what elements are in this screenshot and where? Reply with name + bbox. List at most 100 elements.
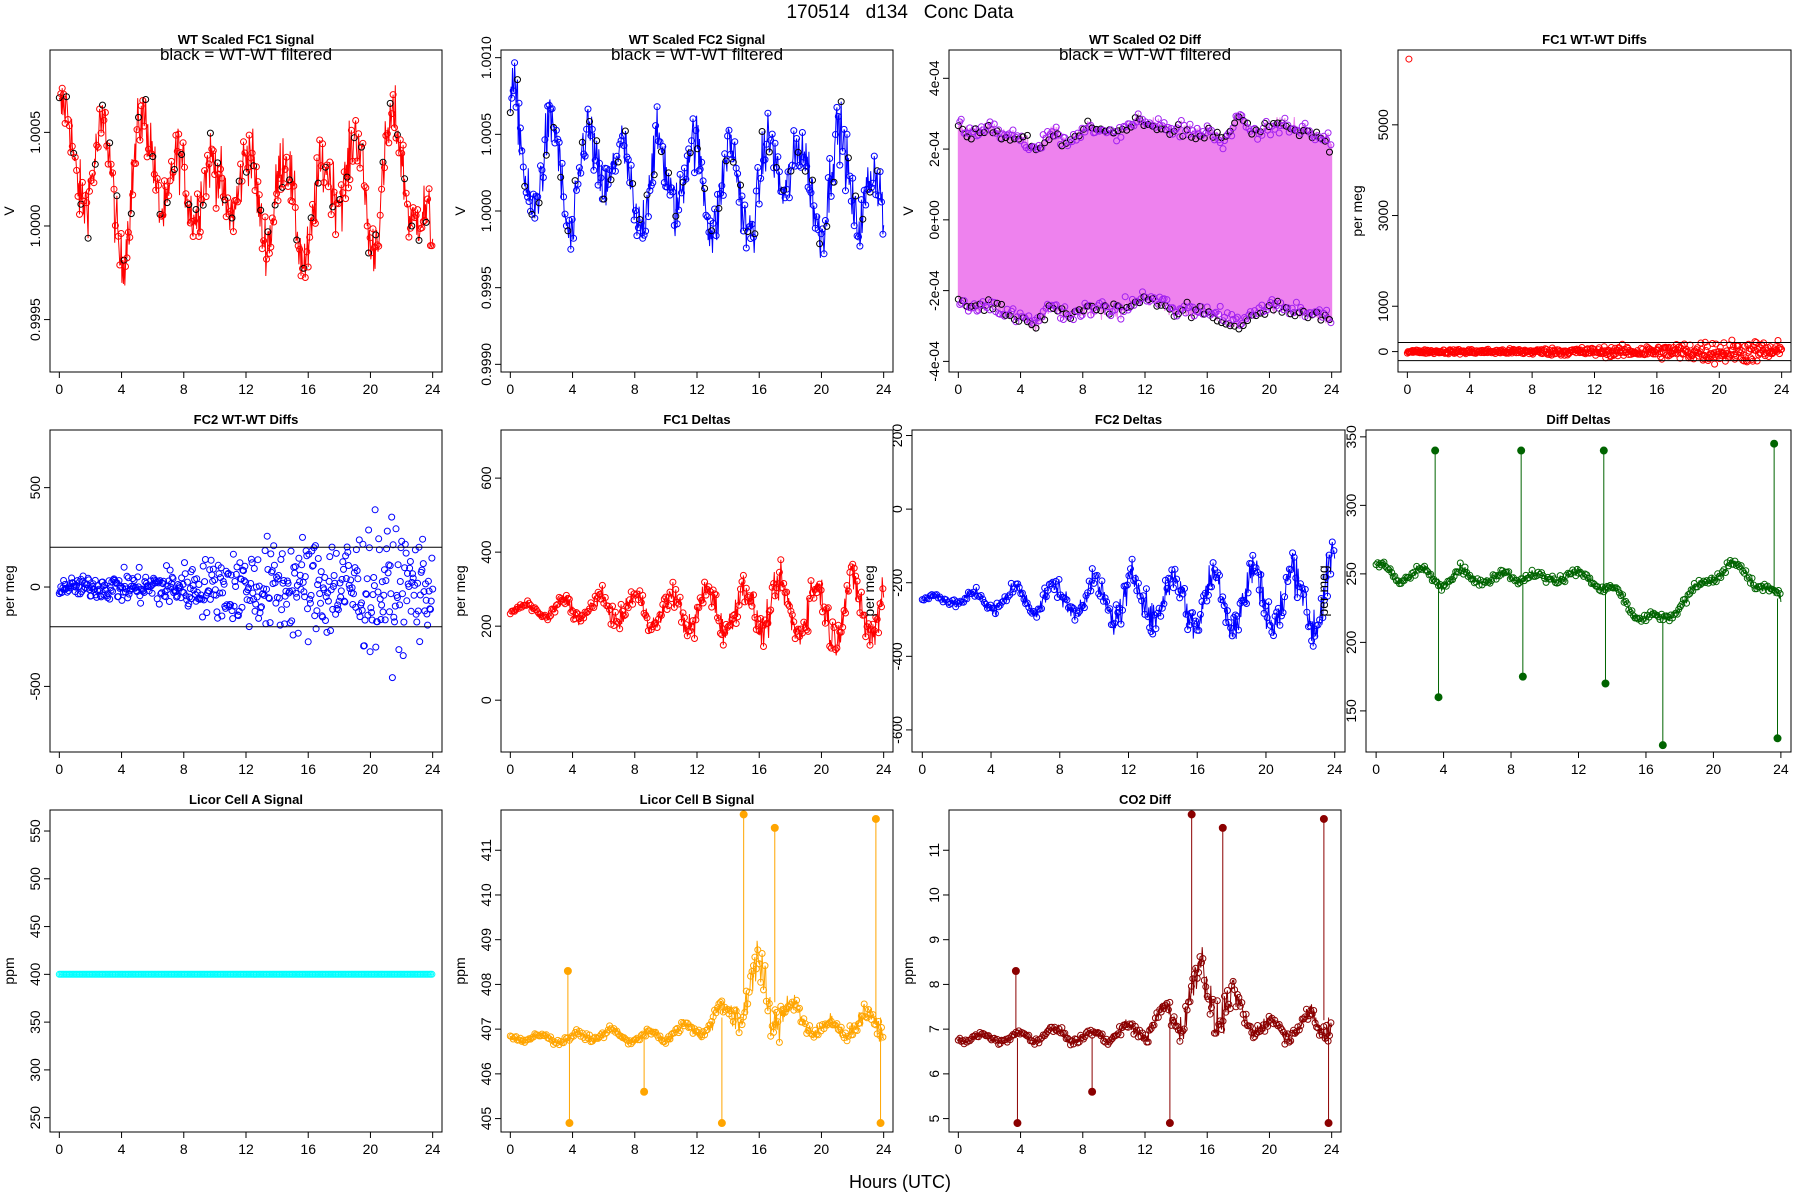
data-point <box>703 1026 711 1034</box>
data-point <box>1383 564 1391 572</box>
data-point <box>173 593 181 601</box>
data-point <box>715 204 723 212</box>
y-tick-label: 0.9995 <box>478 266 494 309</box>
data-point <box>375 242 383 250</box>
x-tick-label: 24 <box>876 1141 892 1157</box>
data-point <box>170 166 178 173</box>
data-point <box>392 134 400 142</box>
data-point <box>275 572 283 579</box>
data-point <box>875 192 883 200</box>
data-point <box>334 606 342 614</box>
data-point <box>1327 1019 1335 1027</box>
data-point <box>695 604 703 612</box>
data-point <box>1172 126 1180 134</box>
data-point <box>261 547 269 555</box>
data-point <box>345 562 352 569</box>
data-point <box>1729 560 1737 568</box>
data-point <box>1126 304 1133 312</box>
data-point <box>1247 560 1255 568</box>
data-point <box>1152 625 1160 633</box>
data-point <box>742 244 750 252</box>
data-point <box>1261 310 1269 318</box>
data-point <box>768 1022 776 1030</box>
data-point <box>777 556 785 564</box>
data-point <box>355 608 363 616</box>
spike-point <box>1013 1119 1022 1128</box>
data-point <box>849 174 857 182</box>
data-point <box>209 565 217 573</box>
data-point <box>1324 129 1332 137</box>
data-point <box>676 593 684 601</box>
data-point <box>214 614 222 622</box>
data-point <box>741 1008 749 1016</box>
data-point <box>768 130 776 138</box>
data-point <box>1309 642 1317 650</box>
data-point <box>403 597 411 605</box>
data-point <box>1001 593 1009 601</box>
x-tick-label: 0 <box>1403 381 1411 397</box>
data-point <box>1200 134 1208 142</box>
data-point <box>624 1040 632 1048</box>
data-point <box>739 1013 747 1021</box>
data-point <box>668 184 675 192</box>
data-point <box>673 598 681 606</box>
data-point <box>1071 308 1079 316</box>
data-point <box>1743 574 1751 582</box>
x-tick-label: 16 <box>1638 761 1654 777</box>
data-point <box>672 212 680 220</box>
data-point <box>245 584 252 592</box>
x-tick-label: 0 <box>954 381 962 397</box>
data-point <box>376 211 384 219</box>
data-point <box>322 617 329 624</box>
data-point <box>754 164 762 171</box>
data-point <box>341 598 349 606</box>
data-point <box>405 233 413 241</box>
data-point <box>392 525 400 533</box>
x-tick-label: 12 <box>238 761 254 777</box>
data-point <box>1088 565 1096 573</box>
data-point <box>803 626 811 634</box>
data-point <box>689 617 697 625</box>
data-point <box>294 242 302 250</box>
data-point <box>1216 302 1224 310</box>
data-point <box>1065 604 1072 612</box>
data-point <box>633 232 641 240</box>
data-point <box>780 186 788 194</box>
data-point <box>1245 311 1253 319</box>
data-point <box>424 195 432 203</box>
data-point <box>252 163 260 171</box>
data-point <box>511 59 519 67</box>
data-point <box>385 561 393 569</box>
data-point <box>239 566 247 574</box>
data-point <box>1292 298 1300 306</box>
data-point <box>73 166 81 174</box>
data-point <box>1189 975 1197 983</box>
data-point <box>716 998 724 1006</box>
data-point <box>129 575 137 583</box>
data-point <box>1055 576 1063 583</box>
data-point <box>109 169 117 177</box>
data-point <box>1728 336 1736 344</box>
y-tick-label: 0 <box>478 696 494 704</box>
data-point <box>1222 619 1230 626</box>
data-point <box>1228 311 1236 318</box>
data-point <box>735 1029 743 1037</box>
data-point <box>228 214 236 222</box>
data-point <box>809 176 816 184</box>
data-point <box>1297 580 1304 588</box>
data-point <box>745 988 753 996</box>
y-tick-label: 409 <box>478 928 494 952</box>
data-point <box>363 222 371 230</box>
data-point <box>1186 120 1194 128</box>
data-point <box>414 607 422 615</box>
data-point <box>410 591 418 599</box>
data-point <box>393 131 401 139</box>
data-point <box>1155 604 1163 612</box>
data-point <box>193 190 201 198</box>
data-point <box>609 602 616 610</box>
data-point <box>692 127 700 134</box>
y-tick-label: 1.0005 <box>478 113 494 156</box>
data-point <box>850 564 858 572</box>
data-point <box>1380 558 1388 566</box>
data-point <box>1267 131 1274 139</box>
